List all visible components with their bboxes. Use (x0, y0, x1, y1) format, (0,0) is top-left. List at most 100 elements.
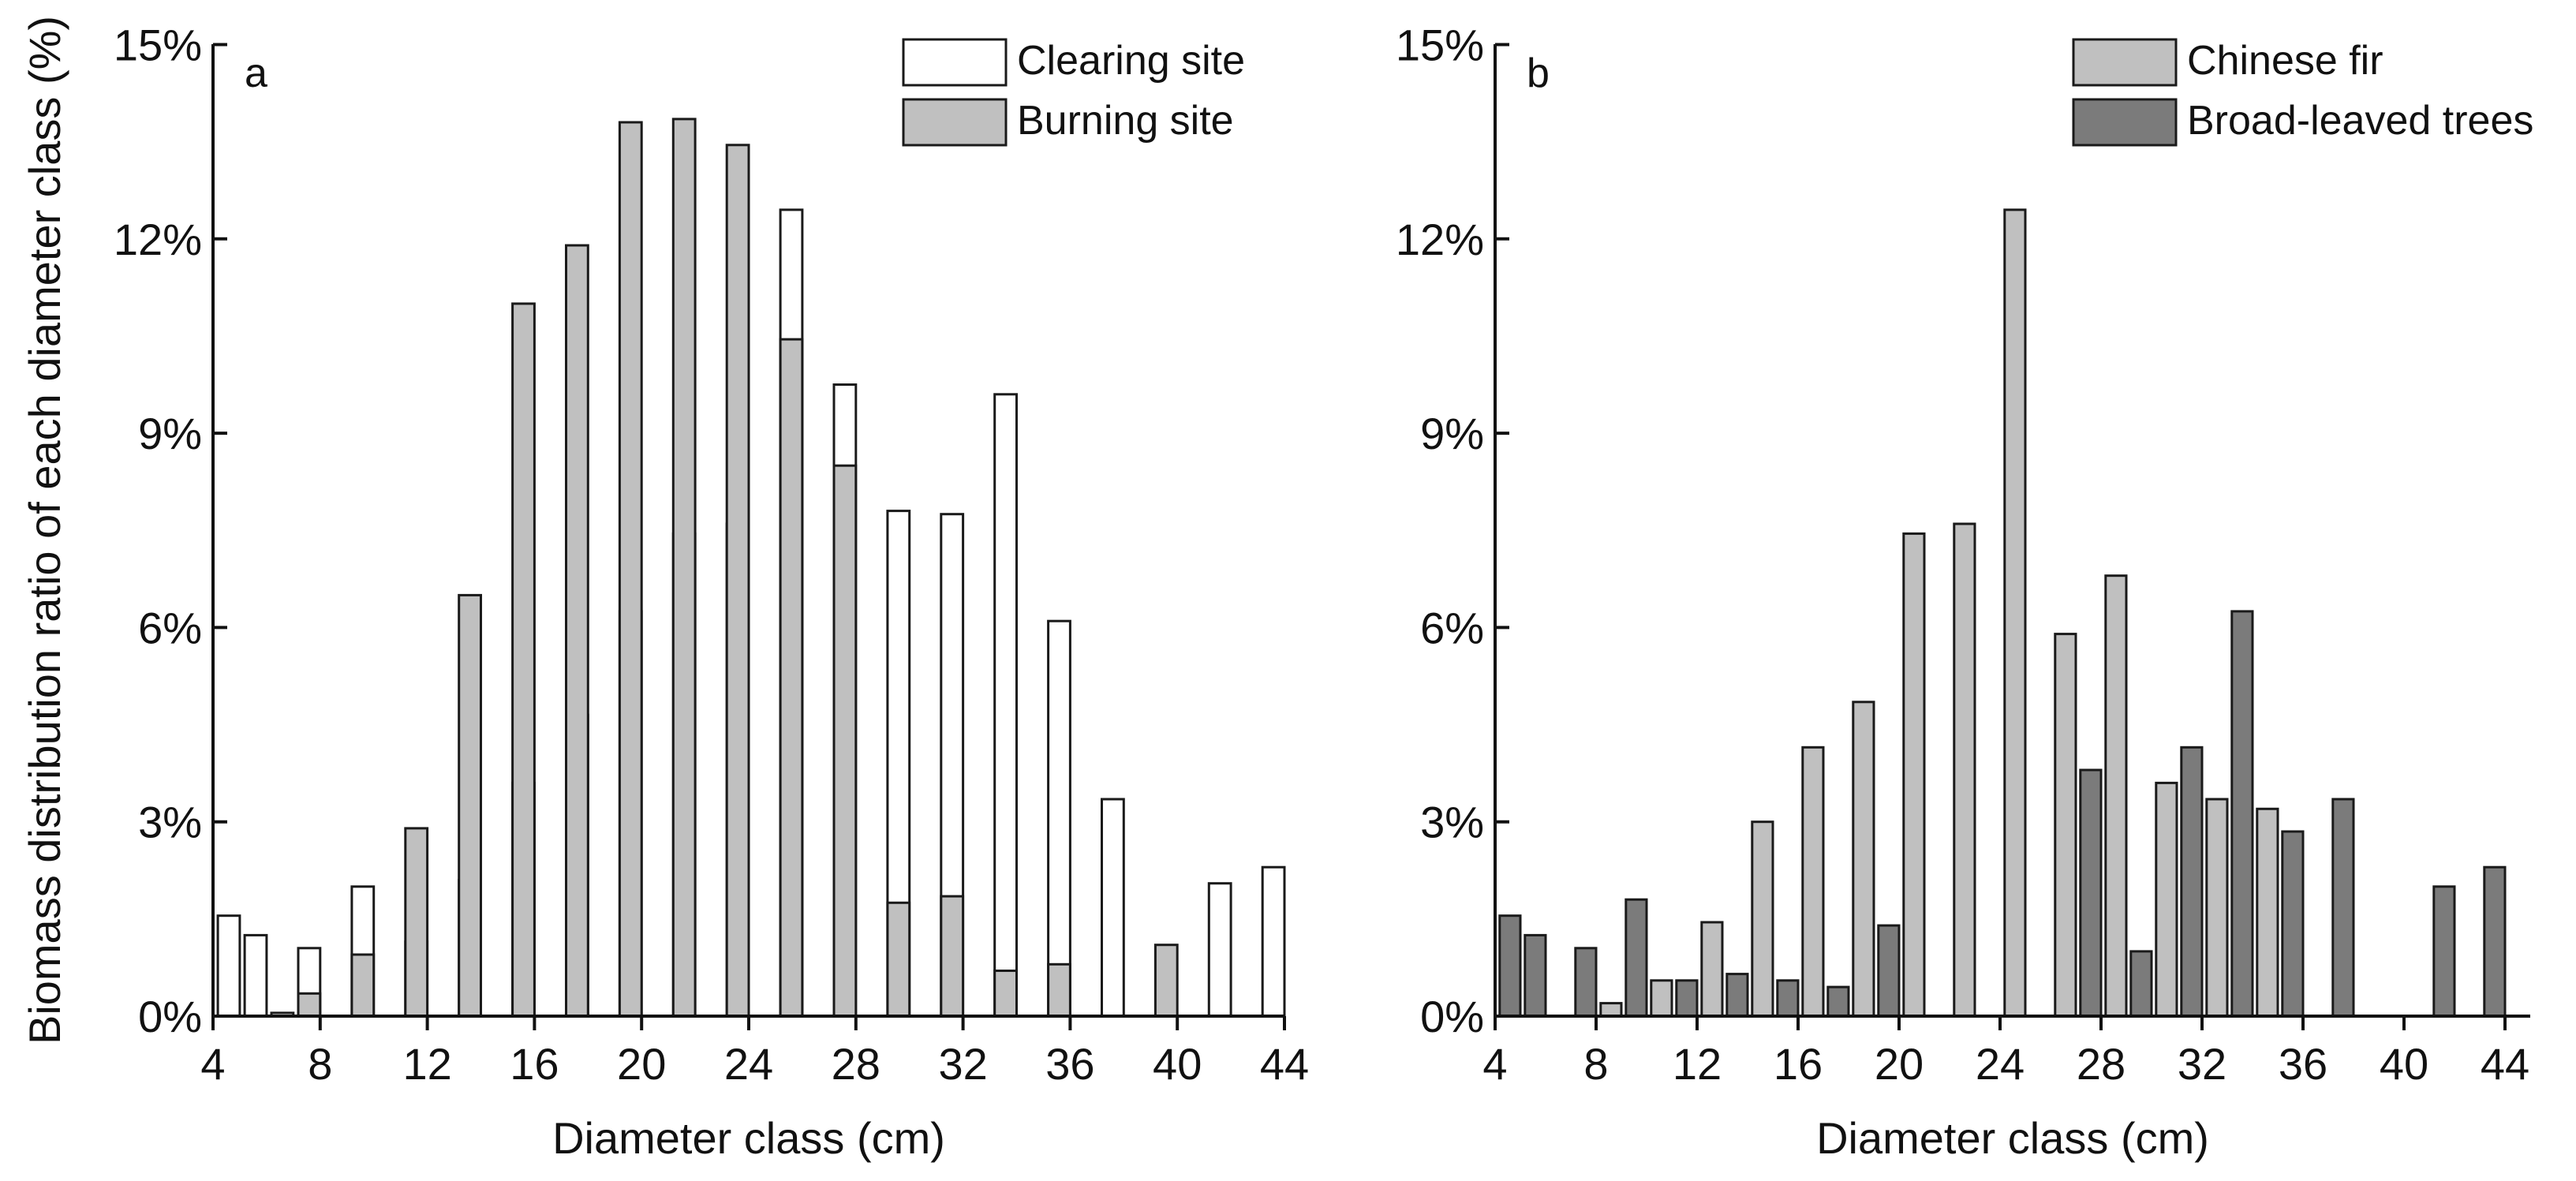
legend-label: Clearing site (1017, 38, 1245, 84)
bar-s1-34 (993, 393, 1018, 1018)
x-tick-label: 32 (2178, 1039, 2226, 1089)
bar-s1-11 (1650, 979, 1673, 1018)
chart-panel-a: 0% 3% 6% 9% 12% 15% 4 8 12 16 20 24 28 32 36 40 44 Diamet… (20, 16, 1309, 1163)
bar-s1-31 (2155, 781, 2178, 1018)
y-tick-label: 0% (1420, 992, 1484, 1041)
bar-s2-14 (458, 593, 483, 1018)
bar-s2-18 (565, 244, 589, 1018)
x-axis-title: Diameter class (cm) (552, 1113, 945, 1163)
bar-s1-36 (1047, 619, 1071, 1018)
x-tick-label: 40 (1153, 1039, 1202, 1089)
bar-s1-15 (1751, 820, 1774, 1018)
y-tick-label: 9% (138, 409, 202, 458)
panel-label: b (1527, 50, 1550, 96)
y-tick-label: 12% (114, 215, 202, 264)
x-tick-label: 20 (617, 1039, 666, 1089)
bar-s2-18 (1826, 985, 1850, 1018)
bar-s2-20 (618, 121, 643, 1018)
bar-s2-28 (832, 464, 858, 1018)
bar-s2-34 (993, 970, 1018, 1018)
x-tick-label: 24 (724, 1039, 773, 1089)
y-tick-label: 9% (1420, 409, 1484, 458)
bar-s2-6 (1524, 933, 1547, 1018)
y-axis-title: Biomass distribution ratio of each diame… (20, 16, 69, 1045)
legend-swatch (2072, 38, 2178, 87)
x-tick-label: 24 (1976, 1039, 2025, 1089)
x-tick-label: 8 (1583, 1039, 1608, 1089)
x-tick-label: 36 (2279, 1039, 2327, 1089)
chart-panel-b: 0% 3% 6% 9% 12% 15% 4 8 12 16 20 24 28 32 36 40 44 Diamet… (1396, 21, 2533, 1164)
bar-s1-38 (1101, 798, 1125, 1018)
x-tick-label: 8 (308, 1039, 332, 1089)
legend-swatch (2072, 98, 2178, 147)
bar-s1-21 (1902, 532, 1926, 1018)
bar-s2-22 (671, 118, 697, 1018)
panel-label: a (245, 50, 267, 96)
x-tick-label: 4 (200, 1039, 225, 1089)
bar-s2-36 (1047, 962, 1071, 1018)
x-tick-label: 12 (1673, 1039, 1722, 1089)
x-tick-label: 12 (402, 1039, 451, 1089)
y-tick-label: 0% (138, 992, 202, 1041)
bar-s1-44 (1261, 865, 1286, 1018)
legend-swatch (902, 98, 1008, 147)
bar-s2-30 (2129, 950, 2153, 1018)
bar-s2-12 (404, 827, 429, 1018)
x-tick-label: 44 (2481, 1039, 2529, 1089)
legend-label: Burning site (1017, 98, 1234, 144)
bar-s2-26 (779, 338, 804, 1018)
bar-s1-42 (1207, 882, 1232, 1018)
bar-s1-29 (2104, 574, 2128, 1018)
y-tick-label: 15% (114, 21, 202, 70)
bar-s2-32 (940, 895, 965, 1018)
bar-s2-38 (2331, 798, 2355, 1018)
bar-s2-36 (2281, 830, 2305, 1018)
y-tick-label: 15% (1396, 21, 1484, 70)
bar-s2-24 (725, 144, 750, 1018)
bar-s1-19 (1852, 701, 1875, 1018)
bar-s2-30 (886, 901, 911, 1018)
bar-s2-34 (2230, 610, 2254, 1018)
bar-s1-17 (1801, 746, 1825, 1018)
x-tick-label: 44 (1260, 1039, 1309, 1089)
bar-s1-33 (2205, 798, 2229, 1018)
bar-s2-10 (1624, 898, 1648, 1018)
legend-label: Broad-leaved trees (2187, 98, 2533, 144)
x-tick-label: 28 (2077, 1039, 2125, 1089)
bar-s2-14 (1725, 973, 1749, 1018)
bar-s1-9 (1599, 1002, 1623, 1018)
bar-s2-8 (297, 992, 322, 1018)
y-tick-label: 3% (1420, 798, 1484, 847)
bar-s2-28 (2079, 768, 2103, 1018)
x-tick-label: 20 (1875, 1039, 1924, 1089)
bar-s1-25 (2003, 208, 2027, 1018)
bar-s1-27 (2054, 633, 2077, 1018)
bar-s2-10 (350, 953, 376, 1018)
y-tick-label: 6% (138, 603, 202, 652)
x-tick-label: 40 (2380, 1039, 2428, 1089)
legend-label: Chinese fir (2187, 38, 2383, 84)
legend-swatch (902, 38, 1008, 87)
bar-s2-8 (1574, 947, 1598, 1018)
x-tick-label: 4 (1482, 1039, 1507, 1089)
x-tick-label: 16 (1774, 1039, 1823, 1089)
bar-s1-13 (1700, 921, 1724, 1018)
bar-s1-23 (1953, 522, 1976, 1018)
bar-s1-5 (216, 914, 241, 1018)
y-tick-label: 3% (138, 798, 202, 847)
bar-s2-42 (2432, 885, 2456, 1018)
bar-s2-12 (1675, 979, 1699, 1018)
x-tick-label: 36 (1045, 1039, 1094, 1089)
x-axis-title: Diameter class (cm) (1816, 1113, 2209, 1163)
bar-s2-5 (1498, 914, 1522, 1018)
x-tick-label: 28 (832, 1039, 880, 1089)
bar-s2-44 (2483, 865, 2507, 1018)
x-tick-label: 16 (510, 1039, 559, 1089)
bar-s2-16 (511, 302, 536, 1018)
bar-s2-32 (2180, 746, 2204, 1018)
bar-s1-35 (2256, 807, 2279, 1018)
bar-s2-20 (1877, 924, 1901, 1018)
y-tick-label: 6% (1420, 603, 1484, 652)
